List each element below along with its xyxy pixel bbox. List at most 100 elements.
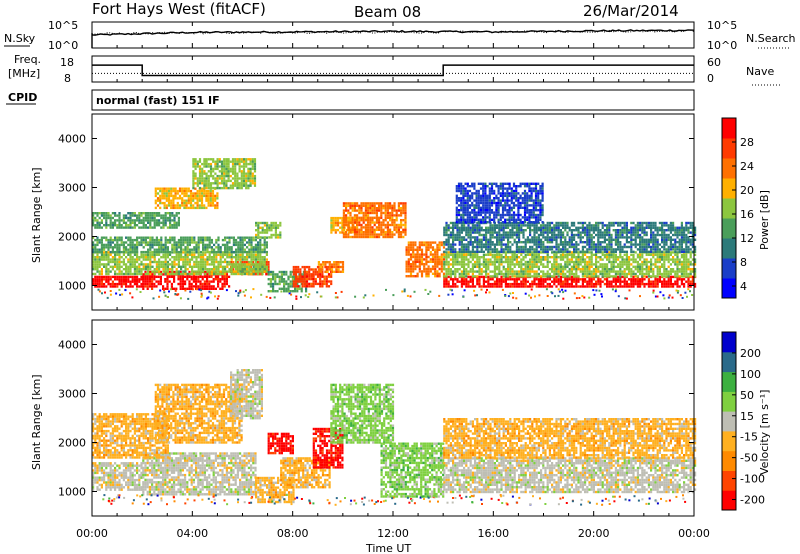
range-cell [92,280,95,283]
range-cell [200,201,204,205]
range-cell [118,270,121,273]
range-cell [247,179,250,183]
range-cell [566,265,569,268]
range-cell [687,278,690,281]
range-cell [171,238,174,242]
range-cell [438,246,441,249]
range-cell [471,236,474,239]
range-cell [540,263,543,266]
range-cell [407,263,410,266]
range-cell [151,285,154,288]
cpid-value: normal (fast) 151 IF [96,94,220,107]
range-cell [458,238,461,241]
range-cell [127,253,130,256]
range-cell [153,221,156,224]
range-cell [230,272,233,276]
range-cell [476,238,479,241]
range-cell [216,160,219,163]
range-cell [257,236,260,239]
range-cell [312,285,315,288]
range-cell [116,224,119,227]
range-cell [373,235,376,239]
range-cell [154,201,157,205]
range-cell [259,250,262,254]
range-cell [630,282,633,286]
range-cell [454,285,457,288]
range-cell [676,265,679,268]
range-cell [454,226,457,229]
range-cell [250,241,253,244]
range-cell [144,216,147,220]
range-cell [332,221,335,225]
range-cell [225,162,228,166]
range-cell [232,265,235,268]
range-cell [599,282,602,286]
range-cell [382,231,385,234]
range-cell [667,278,670,281]
range-cell [225,174,228,178]
range-cell [496,253,499,256]
range-cell [122,241,125,244]
range-cell [491,256,494,259]
range-cell [360,233,363,236]
range-cell [214,186,217,190]
range-cell [341,224,344,227]
range-cell [103,258,106,261]
range-cell [507,278,510,281]
range-cell [220,182,224,185]
range-cell [471,243,474,246]
nave-label: Nave [746,65,774,78]
range-cell [142,226,145,229]
range-cell [460,248,463,251]
range-cell [191,258,194,261]
range-cell [109,216,112,220]
range-cell [257,224,260,227]
range-cell [465,272,468,276]
range-cell [166,246,169,249]
range-cell [225,184,228,187]
range-cell [380,216,383,219]
range-cell [107,216,110,220]
range-cell [654,275,657,278]
range-cell [162,287,165,290]
range-cell [177,265,180,268]
range-cell [480,229,483,232]
range-cell [241,263,244,266]
range-cell [142,246,145,249]
range-cell [92,250,95,254]
range-cell [199,241,202,244]
range-cell [487,265,490,268]
range-cell [164,238,167,242]
range-cell [526,275,529,278]
range-cell [274,236,277,239]
range-cell [476,275,479,278]
range-cell [460,229,463,232]
range-cell [367,204,370,207]
range-cell [151,270,154,273]
range-cell [131,280,134,283]
range-cell [478,260,481,264]
range-cell [207,177,210,180]
range-cell [647,282,650,286]
range-cell [254,250,257,254]
range-cell [515,226,518,229]
range-cell [215,238,218,242]
range-cell [641,272,644,276]
range-cell [389,223,392,227]
range-cell [312,280,315,283]
range-cell [326,268,329,271]
range-cell [133,243,136,247]
range-cell [498,270,501,273]
range-cell [138,280,141,283]
range-cell [253,177,257,180]
range-cell [245,162,248,166]
range-cell [197,268,200,271]
range-cell [621,260,624,264]
range-cell [213,270,216,273]
range-cell [228,251,231,254]
range-cell [195,250,198,254]
range-cell [507,243,510,246]
range-cell [111,268,114,271]
range-cell [351,207,354,210]
range-cell [184,241,187,244]
